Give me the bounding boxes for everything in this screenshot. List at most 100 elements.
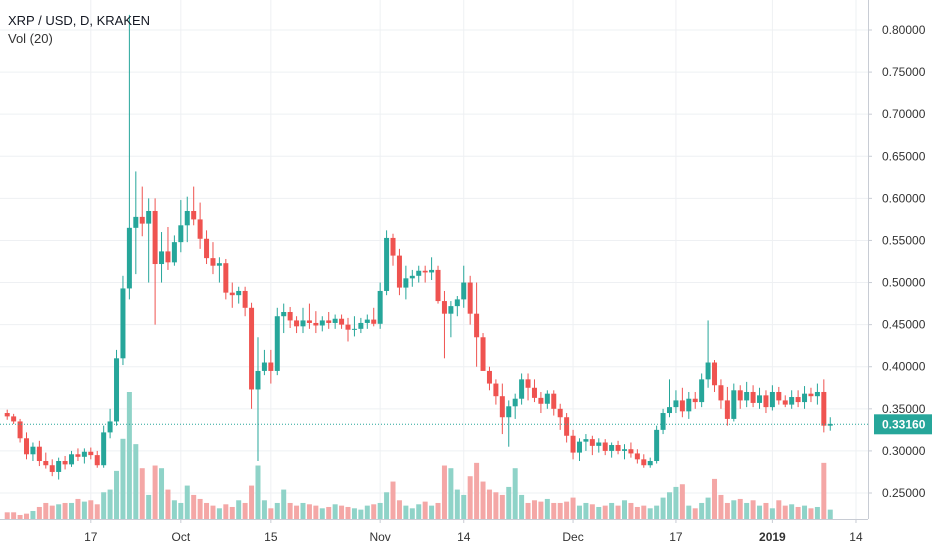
volume-bar — [769, 508, 775, 519]
candle-body — [171, 242, 177, 263]
candle — [107, 408, 113, 439]
volume-bar — [126, 392, 132, 519]
volume-bar — [139, 468, 145, 519]
volume-bar — [62, 502, 68, 519]
y-tick-label: 0.35000 — [882, 402, 926, 416]
candle-body — [384, 237, 390, 291]
volume-bar — [81, 501, 87, 519]
candle-body — [255, 370, 261, 390]
candle — [724, 386, 730, 426]
volume-bar — [621, 500, 627, 519]
price-axis[interactable]: 0.25000 0.30000 0.35000 0.40000 0.45000 0.500… — [868, 0, 932, 550]
volume-bar — [686, 505, 692, 519]
volume-bar — [287, 502, 293, 519]
candle — [750, 385, 756, 408]
candle — [249, 302, 255, 409]
candle — [634, 449, 640, 464]
volume-bar — [94, 504, 100, 519]
candle-body — [107, 421, 113, 433]
candle — [506, 400, 512, 447]
volume-bar — [583, 502, 589, 519]
candle — [409, 269, 415, 287]
volume-bar — [705, 497, 711, 519]
candle — [531, 379, 537, 403]
candle-body — [69, 454, 75, 465]
volume-bar — [486, 489, 492, 519]
candle — [731, 383, 737, 422]
y-tick-label: 0.40000 — [882, 360, 926, 374]
y-tick-label: 0.50000 — [882, 276, 926, 290]
candle — [493, 379, 499, 405]
volume-bar — [596, 506, 602, 519]
candle — [114, 349, 120, 426]
candle-body — [564, 417, 570, 436]
candle-body — [441, 301, 447, 314]
candle — [744, 381, 750, 408]
candle-body — [551, 393, 557, 409]
candle — [403, 265, 409, 300]
candle — [268, 349, 274, 384]
volume-bar — [204, 502, 210, 519]
candle — [654, 425, 660, 464]
candle-body — [531, 387, 537, 398]
volume-bar — [531, 500, 537, 519]
candle — [647, 457, 653, 468]
candle — [782, 395, 788, 408]
candle-body — [602, 442, 608, 451]
candle — [615, 440, 621, 455]
volume-bar — [519, 494, 525, 519]
time-axis[interactable]: 17 Oct 15 Nov 14 Dec 17 2019 14 — [0, 519, 868, 544]
volume-bar — [56, 504, 62, 519]
candle — [641, 454, 647, 468]
volume-bar — [467, 476, 473, 519]
y-tick-label: 0.55000 — [882, 233, 926, 247]
volume-bar — [564, 501, 570, 519]
candle — [306, 303, 312, 329]
candle-body — [667, 407, 673, 414]
volume-bar — [538, 501, 544, 519]
volume-bar — [422, 501, 428, 519]
volume-bar — [326, 506, 332, 519]
volume-bar — [634, 506, 640, 519]
volume-bar — [43, 502, 49, 519]
volume-bar — [306, 504, 312, 519]
candle — [126, 14, 132, 300]
volume-bar — [384, 492, 390, 519]
volume-bar — [184, 485, 190, 519]
x-tick-label: Oct — [171, 530, 190, 544]
candle-body — [326, 320, 332, 323]
candle — [351, 316, 357, 337]
candle — [384, 230, 390, 296]
volume-bar — [249, 485, 255, 519]
candle — [499, 383, 505, 435]
y-tick-label: 0.30000 — [882, 444, 926, 458]
candle-body — [448, 306, 454, 314]
volume-bar — [300, 502, 306, 519]
candle — [165, 226, 171, 270]
candle — [326, 312, 332, 329]
volume-bar — [448, 468, 454, 519]
volume-bar — [647, 508, 653, 519]
volume-bar — [364, 505, 370, 519]
candle — [4, 409, 10, 420]
volume-bar — [371, 504, 377, 519]
candle-body — [641, 459, 647, 466]
candle — [287, 306, 293, 329]
candle-body — [191, 210, 197, 220]
candle — [609, 442, 615, 458]
price-axis-background — [868, 0, 932, 550]
candle-body — [782, 400, 788, 405]
candle — [345, 317, 351, 342]
chart-legend: XRP / USD, D, KRAKEN Vol (20) — [8, 12, 150, 48]
volume-bar — [724, 502, 730, 519]
candle-body — [576, 441, 582, 453]
candle-body — [435, 269, 441, 302]
candle-body — [216, 263, 222, 266]
candle-body — [480, 337, 486, 371]
candle — [274, 307, 280, 376]
volume-bar — [191, 494, 197, 519]
volume-bar — [808, 508, 814, 519]
candle-body — [795, 397, 801, 403]
candle-body — [660, 413, 666, 430]
